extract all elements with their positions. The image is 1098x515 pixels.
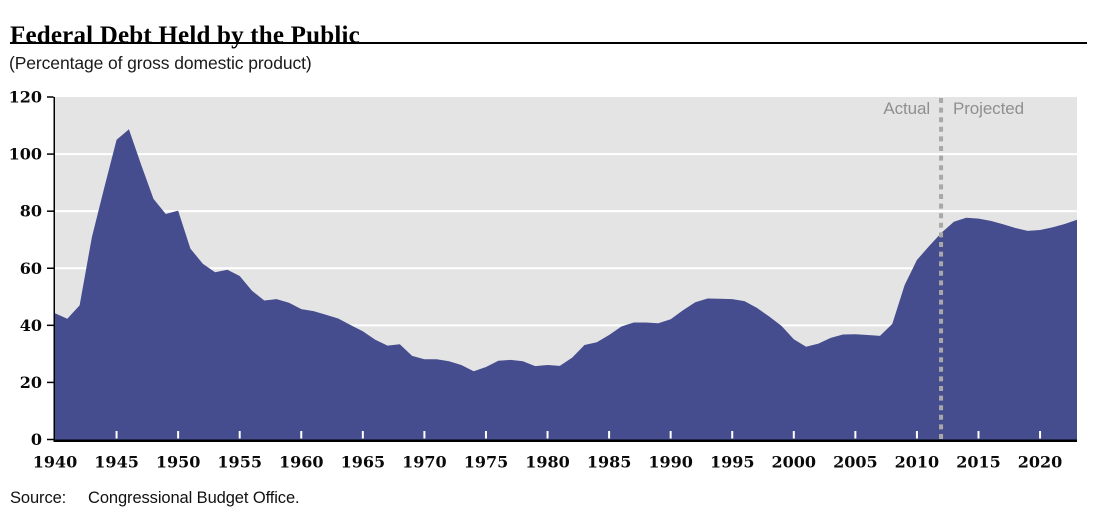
actual-period-label: Actual bbox=[883, 99, 930, 118]
x-tick-label: 1995 bbox=[710, 453, 755, 472]
x-tick-label: 1960 bbox=[279, 453, 324, 472]
y-tick-label: 100 bbox=[9, 145, 42, 164]
source-note: Source: Congressional Budget Office. bbox=[10, 489, 300, 508]
x-tick-label: 1940 bbox=[33, 453, 78, 472]
x-tick-label: 2000 bbox=[772, 453, 817, 472]
x-tick-label: 1980 bbox=[525, 453, 570, 472]
chart-subtitle: (Percentage of gross domestic product) bbox=[9, 53, 312, 73]
x-tick-label: 1955 bbox=[217, 453, 262, 472]
x-tick-label: 1970 bbox=[402, 453, 447, 472]
debt-area-chart: 0 20 40 60 80 100 120 1940 1945 1950 1955 1960 1965 1… bbox=[0, 90, 1098, 480]
source-label: Source: bbox=[10, 489, 67, 507]
y-tick-label: 120 bbox=[9, 90, 42, 107]
debt-area-series bbox=[55, 129, 1077, 440]
y-tick-label: 20 bbox=[20, 373, 42, 392]
y-tick-label: 40 bbox=[20, 316, 42, 335]
chart-canvas: 0 20 40 60 80 100 120 1940 1945 1950 1955 1960 1965 1… bbox=[9, 90, 1077, 472]
y-tick-label: 0 bbox=[31, 430, 42, 449]
source-text: Congressional Budget Office. bbox=[88, 489, 300, 507]
x-tick-label: 1985 bbox=[587, 453, 632, 472]
title-rule bbox=[10, 42, 1087, 44]
y-tick-label: 80 bbox=[20, 202, 42, 221]
x-tick-label: 2015 bbox=[956, 453, 1001, 472]
y-tick-label: 60 bbox=[20, 259, 42, 278]
x-tick-label: 1965 bbox=[341, 453, 386, 472]
x-tick-label: 1975 bbox=[464, 453, 509, 472]
page-title: Federal Debt Held by the Public bbox=[10, 21, 360, 49]
x-tick-label: 2010 bbox=[895, 453, 940, 472]
x-tick-label: 1945 bbox=[94, 453, 139, 472]
x-tick-label: 2005 bbox=[833, 453, 878, 472]
x-tick-label: 1990 bbox=[648, 453, 693, 472]
x-tick-label: 2020 bbox=[1018, 453, 1063, 472]
x-tick-label: 1950 bbox=[156, 453, 201, 472]
projected-period-label: Projected bbox=[953, 99, 1024, 118]
